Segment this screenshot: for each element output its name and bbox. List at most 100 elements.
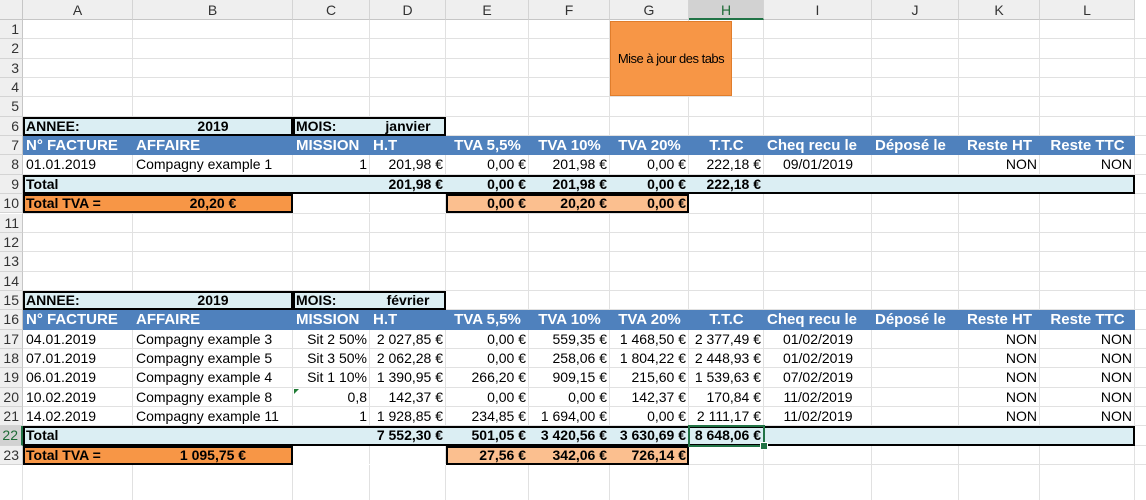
total-tva10[interactable]: 3 420,56 € — [540, 427, 607, 444]
cell-affaire[interactable]: Compagny example 3 — [136, 330, 273, 347]
header-facture[interactable]: N° FACTURE — [23, 310, 133, 330]
total-label[interactable]: Total — [26, 427, 59, 444]
cell-affaire[interactable]: Compagny example 4 — [136, 369, 273, 386]
cell-reste_ht[interactable]: NON — [1005, 156, 1037, 173]
header-affaire[interactable]: AFFAIRE — [133, 310, 293, 330]
cell-cheq[interactable]: 11/02/2019 — [783, 388, 853, 405]
total-tva55[interactable]: 0,00 € — [487, 175, 526, 192]
cell-reste_ttc[interactable]: NON — [1100, 349, 1132, 366]
cell-reste_ht[interactable]: NON — [1005, 408, 1037, 424]
row-header-6[interactable]: 6 — [0, 116, 23, 137]
cell-depose[interactable] — [872, 330, 959, 349]
cell-mission[interactable]: Sit 3 50% — [307, 349, 367, 366]
column-header-a[interactable]: A — [23, 0, 133, 20]
annee-label[interactable]: ANNEE: — [26, 117, 80, 134]
active-cell-selection[interactable] — [688, 425, 765, 447]
cell-mission[interactable]: 0,8 — [347, 388, 367, 405]
cell-depose[interactable] — [872, 368, 959, 387]
total-tva-55[interactable]: 0,00 € — [487, 195, 526, 212]
cell-reste_ttc[interactable]: NON — [1100, 330, 1132, 347]
column-header-i[interactable]: I — [764, 0, 872, 20]
header-reste_ht[interactable]: Reste HT — [959, 136, 1040, 156]
total-ht[interactable]: 201,98 € — [388, 175, 444, 192]
cell-facture[interactable]: 01.01.2019 — [26, 156, 97, 173]
cell-facture[interactable]: 07.01.2019 — [26, 349, 97, 366]
header-ttc[interactable]: T.T.C — [689, 136, 764, 156]
row-header-12[interactable]: 12 — [0, 232, 23, 253]
column-header-d[interactable]: D — [370, 0, 446, 20]
column-header-j[interactable]: J — [872, 0, 959, 20]
cell-tva10[interactable]: 909,15 € — [552, 369, 608, 386]
row-header-2[interactable]: 2 — [0, 39, 23, 59]
cell-ht[interactable]: 201,98 € — [388, 156, 444, 173]
column-header-b[interactable]: B — [133, 0, 293, 20]
total-tva20[interactable]: 0,00 € — [647, 175, 686, 192]
cell-facture[interactable]: 06.01.2019 — [26, 369, 97, 386]
mois-value[interactable]: janvier — [385, 117, 431, 134]
column-header-g[interactable]: G — [610, 0, 689, 20]
total-tva-label[interactable]: Total TVA = — [26, 446, 101, 463]
cell-ht[interactable]: 1 390,95 € — [376, 369, 443, 386]
cell-tva55[interactable]: 0,00 € — [487, 156, 526, 173]
header-tva20[interactable]: TVA 20% — [610, 136, 689, 156]
cell-tva10[interactable]: 258,06 € — [552, 349, 608, 366]
total-tva-value[interactable]: 1 095,75 € — [179, 446, 247, 463]
cell-tva10[interactable]: 201,98 € — [552, 156, 608, 173]
cell-tva55[interactable]: 266,20 € — [471, 369, 527, 386]
row-header-4[interactable]: 4 — [0, 78, 23, 98]
header-tva20[interactable]: TVA 20% — [610, 310, 689, 330]
cell-mission[interactable]: Sit 1 10% — [307, 369, 367, 386]
row-header-20[interactable]: 20 — [0, 387, 23, 407]
row-header-13[interactable]: 13 — [0, 252, 23, 272]
mois-value[interactable]: février — [386, 291, 430, 308]
cell-tva20[interactable]: 1 468,50 € — [619, 330, 686, 347]
header-tva10[interactable]: TVA 10% — [529, 136, 610, 156]
cell-reste_ttc[interactable]: NON — [1100, 408, 1132, 424]
column-header-l[interactable]: L — [1040, 0, 1135, 20]
header-reste_ht[interactable]: Reste HT — [959, 310, 1040, 330]
annee-label[interactable]: ANNEE: — [26, 291, 80, 308]
cell-reste_ttc[interactable]: NON — [1100, 388, 1132, 405]
total-tva-value[interactable]: 20,20 € — [189, 195, 237, 212]
cell-tva10[interactable]: 0,00 € — [568, 388, 607, 405]
cell-depose[interactable] — [872, 349, 959, 368]
row-header-21[interactable]: 21 — [0, 407, 23, 427]
cell-cheq[interactable]: 07/02/2019 — [782, 369, 854, 386]
row-header-16[interactable]: 16 — [0, 310, 23, 330]
cell-cheq[interactable]: 01/02/2019 — [782, 330, 854, 347]
cell-depose[interactable] — [872, 388, 959, 407]
row-header-1[interactable]: 1 — [0, 20, 23, 40]
header-depose[interactable]: Déposé le — [872, 310, 959, 330]
row-header-22[interactable]: 22 — [0, 426, 23, 446]
cell-tva20[interactable]: 0,00 € — [647, 408, 686, 424]
header-affaire[interactable]: AFFAIRE — [133, 136, 293, 156]
row-header-9[interactable]: 9 — [0, 174, 23, 195]
row-header-17[interactable]: 17 — [0, 329, 23, 349]
column-header-f[interactable]: F — [529, 0, 610, 20]
cell-ht[interactable]: 142,37 € — [388, 388, 444, 405]
cell-mission[interactable]: 1 — [359, 408, 367, 424]
total-ttc[interactable]: 8 648,06 € — [694, 427, 761, 444]
cell-tva20[interactable]: 1 804,22 € — [619, 349, 686, 366]
total-tva-label[interactable]: Total TVA = — [26, 195, 101, 212]
annee-value[interactable]: 2019 — [197, 291, 229, 308]
cell-tva20[interactable]: 142,37 € — [631, 388, 687, 405]
total-label[interactable]: Total — [26, 175, 59, 192]
cell-facture[interactable]: 14.02.2019 — [26, 408, 97, 424]
cell-ttc[interactable]: 2 111,17 € — [696, 408, 761, 424]
total-tva55[interactable]: 501,05 € — [471, 427, 527, 444]
cell-tva20[interactable]: 0,00 € — [647, 156, 686, 173]
header-facture[interactable]: N° FACTURE — [23, 136, 133, 156]
cell-ttc[interactable]: 2 377,49 € — [694, 330, 761, 347]
row-header-18[interactable]: 18 — [0, 348, 23, 369]
row-header-23[interactable]: 23 — [0, 445, 23, 466]
cell-ht[interactable]: 1 928,85 € — [376, 408, 443, 424]
cell-tva10[interactable]: 1 694,00 € — [540, 408, 607, 424]
header-reste_ttc[interactable]: Reste TTC — [1040, 310, 1135, 330]
cell-reste_ht[interactable]: NON — [1005, 388, 1037, 405]
header-cheq[interactable]: Cheq recu le — [764, 310, 872, 330]
cell-ht[interactable]: 2 027,85 € — [376, 330, 443, 347]
header-tva55[interactable]: TVA 5,5% — [446, 136, 529, 156]
cell-mission[interactable]: Sit 2 50% — [307, 330, 367, 347]
